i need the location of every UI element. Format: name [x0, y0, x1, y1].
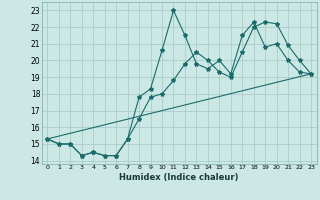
- X-axis label: Humidex (Indice chaleur): Humidex (Indice chaleur): [119, 173, 239, 182]
